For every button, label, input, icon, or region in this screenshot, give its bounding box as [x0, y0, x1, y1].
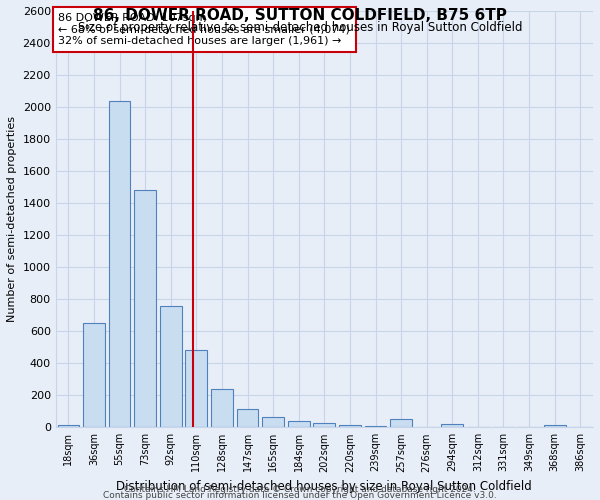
- Text: Contains HM Land Registry data © Crown copyright and database right 2024.: Contains HM Land Registry data © Crown c…: [124, 485, 476, 494]
- Bar: [134, 190, 156, 428]
- Bar: [83, 324, 105, 428]
- Bar: [339, 425, 361, 428]
- Bar: [390, 420, 412, 428]
- X-axis label: Distribution of semi-detached houses by size in Royal Sutton Coldfield: Distribution of semi-detached houses by …: [116, 480, 532, 493]
- Bar: [236, 409, 259, 428]
- Text: 86 DOWER ROAD: 107sqm
← 68% of semi-detached houses are smaller (4,074)
32% of s: 86 DOWER ROAD: 107sqm ← 68% of semi-deta…: [58, 13, 350, 46]
- Bar: [109, 100, 130, 427]
- Bar: [288, 421, 310, 428]
- Text: 86, DOWER ROAD, SUTTON COLDFIELD, B75 6TP: 86, DOWER ROAD, SUTTON COLDFIELD, B75 6T…: [93, 8, 507, 22]
- Bar: [211, 389, 233, 428]
- Bar: [442, 424, 463, 428]
- Bar: [313, 424, 335, 428]
- Bar: [262, 417, 284, 428]
- Bar: [365, 426, 386, 428]
- Text: Contains public sector information licensed under the Open Government Licence v3: Contains public sector information licen…: [103, 491, 497, 500]
- Y-axis label: Number of semi-detached properties: Number of semi-detached properties: [7, 116, 17, 322]
- Bar: [544, 425, 566, 428]
- Bar: [416, 426, 437, 428]
- Bar: [160, 306, 182, 428]
- Bar: [185, 350, 207, 428]
- Text: Size of property relative to semi-detached houses in Royal Sutton Coldfield: Size of property relative to semi-detach…: [78, 21, 522, 34]
- Bar: [58, 425, 79, 428]
